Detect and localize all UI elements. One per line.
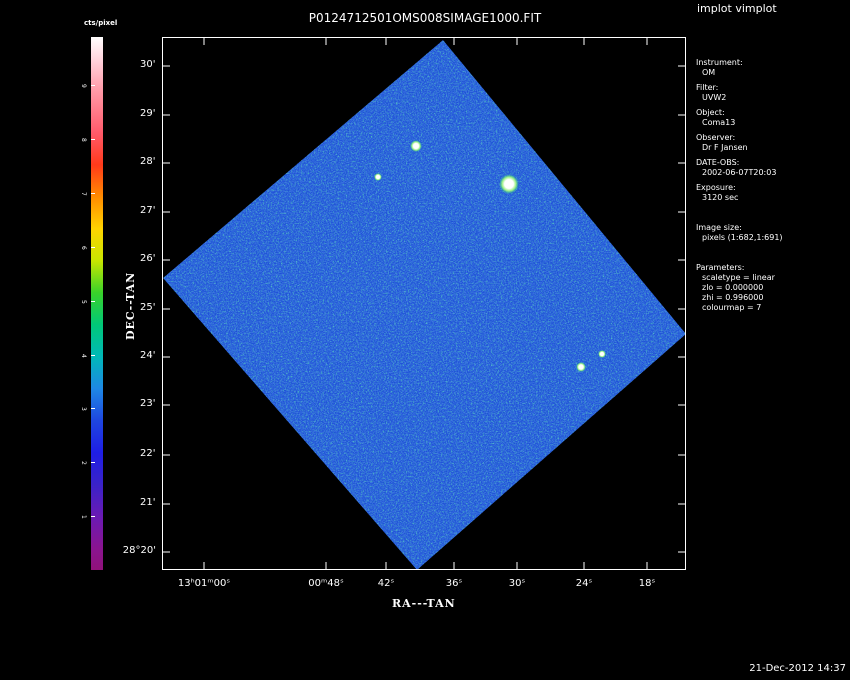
colorbar-tick: [91, 139, 95, 141]
image-size-value: pixels (1:682,1:691): [702, 233, 783, 242]
exposure-label: Exposure:: [696, 183, 736, 192]
observer-label: Observer:: [696, 133, 736, 142]
x-tick-label: 00ᵐ48ˢ: [308, 578, 344, 589]
param-zlo: zlo = 0.000000: [702, 283, 764, 292]
instrument-label: Instrument:: [696, 58, 743, 67]
stars: [374, 140, 606, 372]
x-tick-label: 30ˢ: [508, 578, 526, 589]
star-source: [410, 140, 422, 152]
y-tick-label: 28°20': [122, 545, 156, 556]
colorbar-tick: [91, 193, 95, 195]
star-source: [576, 362, 586, 372]
plot-title: P0124712501OMS008SIMAGE1000.FIT: [308, 11, 542, 25]
y-axis-title: DEC--TAN: [124, 271, 137, 340]
axis-ticks: [162, 37, 686, 570]
y-tick-label: 24': [140, 350, 156, 361]
x-tick-label: 42ˢ: [377, 578, 395, 589]
plot-frame: [162, 37, 686, 570]
param-scaletype: scaletype = linear: [702, 273, 775, 282]
y-tick-label: 22': [140, 448, 156, 459]
filter-label: Filter:: [696, 83, 719, 92]
colorbar-tick: [91, 516, 95, 518]
instrument-value: OM: [702, 68, 716, 77]
star-source: [499, 174, 519, 194]
y-tick-label: 30': [140, 59, 156, 70]
colorbar: [91, 37, 103, 570]
sky-image: [163, 40, 685, 569]
x-tick-label: 24ˢ: [575, 578, 593, 589]
colorbar-tick-label: 9: [80, 84, 87, 89]
observer-value: Dr F Jansen: [702, 143, 748, 152]
colorbar-tick-label: 2: [80, 461, 87, 466]
image-size-label: Image size:: [696, 223, 742, 232]
star-source: [374, 173, 382, 181]
date-obs-value: 2002-06-07T20:03: [702, 168, 777, 177]
x-tick-label: 36ˢ: [445, 578, 463, 589]
colorbar-tick: [91, 85, 95, 87]
colorbar-tick-label: 7: [80, 192, 87, 196]
colorbar-tick-label: 4: [80, 353, 87, 358]
app-name: implot vimplot: [697, 2, 777, 15]
colorbar-tick: [91, 408, 95, 410]
filter-value: UVW2: [702, 93, 727, 102]
date-obs-label: DATE-OBS:: [696, 158, 740, 167]
colorbar-tick: [91, 462, 95, 464]
x-axis-title: RA---TAN: [392, 597, 456, 610]
parameters-label: Parameters:: [696, 263, 745, 272]
colorbar-tick: [91, 246, 95, 248]
colorbar-tick: [91, 354, 95, 356]
object-label: Object:: [696, 108, 725, 117]
y-tick-label: 25': [140, 302, 156, 313]
colorbar-tick-label: 8: [80, 138, 87, 143]
colorbar-tick-label: 5: [80, 299, 87, 304]
y-tick-label: 28': [140, 156, 156, 167]
colorbar-tick-label: 1: [80, 515, 87, 519]
colorbar-label: cts/pixel: [84, 19, 118, 27]
param-colourmap: colourmap = 7: [702, 303, 762, 312]
exposure-value: 3120 sec: [702, 193, 739, 202]
param-zhi: zhi = 0.996000: [702, 293, 764, 302]
y-tick-label: 21': [140, 497, 156, 508]
object-value: Coma13: [702, 118, 736, 127]
datestamp: 21-Dec-2012 14:37: [749, 663, 846, 674]
x-tick-label: 18ˢ: [638, 578, 656, 589]
colorbar-tick-label: 6: [80, 245, 87, 250]
colorbar-tick-label: 3: [80, 407, 87, 412]
y-tick-label: 23': [140, 398, 156, 409]
x-tick-label: 13ʰ01ᵐ00ˢ: [177, 578, 231, 589]
star-source: [598, 350, 606, 358]
y-tick-label: 29': [140, 108, 156, 119]
info-panel: Instrument: OM Filter: UVW2 Object: Coma…: [696, 58, 783, 313]
y-tick-label: 27': [140, 205, 156, 216]
colorbar-tick: [91, 300, 95, 302]
y-tick-label: 26': [140, 253, 156, 264]
